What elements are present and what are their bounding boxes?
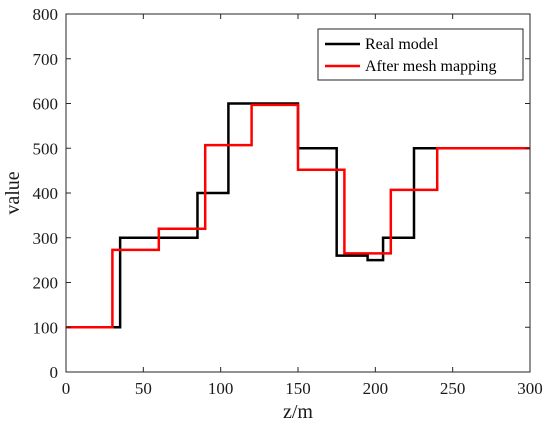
legend-label-real-model: Real model (365, 36, 439, 53)
x-tick-label: 300 (517, 379, 543, 398)
y-tick-label: 500 (33, 139, 59, 158)
legend-label-after-mesh-mapping: After mesh mapping (365, 58, 497, 75)
y-tick-label: 800 (33, 5, 59, 24)
axis-tick-labels: 0 50 100 150 200 250 300 0 100 200 300 400 500 600 700… (33, 5, 543, 398)
y-tick-label: 0 (50, 363, 59, 382)
y-axis-title: value (2, 171, 24, 214)
x-tick-label: 50 (135, 379, 152, 398)
axis-ticks (65, 13, 531, 373)
x-axis-title: z/m (283, 401, 313, 423)
series-line-real-model (66, 102, 530, 329)
x-tick-label: 250 (440, 379, 466, 398)
y-tick-label: 100 (33, 318, 59, 337)
x-tick-label: 200 (363, 379, 389, 398)
series-line-after-mesh-mapping (66, 103, 530, 329)
y-tick-label: 200 (33, 274, 59, 293)
y-tick-label: 400 (33, 184, 59, 203)
legend-box (317, 28, 524, 81)
y-tick-label: 700 (33, 50, 59, 69)
y-tick-label: 300 (33, 229, 59, 248)
legend: Real model After mesh mapping (317, 28, 524, 81)
x-tick-label: 0 (62, 379, 71, 398)
series-layer (66, 102, 530, 329)
x-tick-label: 100 (208, 379, 234, 398)
x-tick-label: 150 (285, 379, 311, 398)
y-tick-label: 600 (33, 95, 59, 114)
